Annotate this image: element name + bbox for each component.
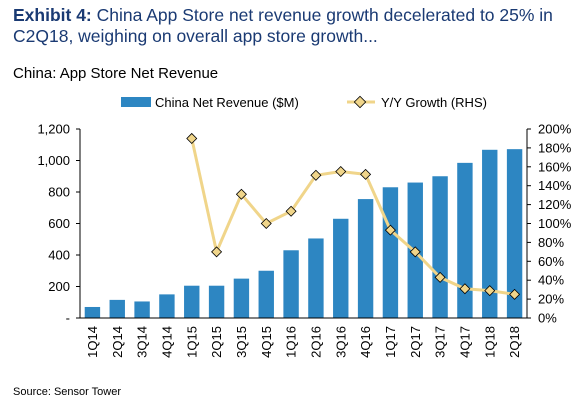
point-growth: [186, 132, 198, 144]
x-axis-tick-label: 4Q15: [259, 326, 274, 358]
bar-revenue: [84, 306, 101, 318]
bar-revenue: [208, 285, 225, 318]
point-growth: [285, 205, 297, 217]
right-axis-tick-label: 40%: [538, 273, 564, 288]
x-axis-tick-label: 2Q15: [209, 326, 224, 358]
right-axis-tick-label: 120%: [538, 197, 572, 212]
bar-revenue: [482, 149, 498, 318]
exhibit-title: Exhibit 4: China App Store net revenue g…: [13, 5, 583, 47]
left-axis-tick-label: 800: [48, 185, 70, 200]
x-axis-tick-label: 4Q14: [159, 326, 174, 358]
left-axis-tick-label: 200: [48, 279, 70, 294]
right-axis-tick-label: 20%: [538, 292, 564, 307]
x-axis-tick-label: 1Q17: [383, 326, 398, 358]
right-axis-tick-label: 60%: [538, 254, 564, 269]
legend-swatch-revenue: [121, 97, 151, 107]
right-axis-tick-label: 140%: [538, 178, 572, 193]
x-axis-tick-label: 2Q16: [308, 326, 323, 358]
point-growth: [310, 169, 322, 181]
bar-revenue: [233, 278, 250, 318]
point-growth: [335, 166, 347, 178]
x-axis-tick-label: 3Q14: [135, 326, 150, 358]
left-axis-tick-label: 600: [48, 216, 70, 231]
x-axis-tick-label: 4Q16: [358, 326, 373, 358]
left-axis-tick-label: -: [66, 311, 70, 326]
right-axis-tick-label: 0%: [538, 311, 557, 326]
point-growth: [260, 217, 272, 230]
bar-revenue: [308, 238, 324, 318]
bar-revenue: [283, 250, 299, 318]
legend-marker-growth: [353, 95, 367, 109]
point-growth: [409, 246, 421, 258]
right-axis-tick-label: 80%: [538, 235, 564, 250]
x-axis-tick-label: 3Q15: [234, 326, 249, 358]
point-growth: [360, 168, 372, 180]
left-axis-tick-label: 1,200: [37, 122, 70, 137]
x-axis-tick-label: 3Q17: [433, 326, 448, 358]
legend-label-growth: Y/Y Growth (RHS): [381, 95, 487, 110]
right-axis-tick-label: 180%: [538, 140, 572, 155]
x-axis-tick-label: 1Q18: [482, 326, 497, 358]
x-axis-tick-label: 3Q16: [333, 326, 348, 358]
line-growth: [190, 138, 515, 296]
point-growth: [211, 246, 223, 258]
x-axis-tick-label: 1Q14: [85, 326, 100, 358]
bar-revenue: [134, 301, 150, 318]
point-growth: [235, 188, 247, 200]
exhibit-label: Exhibit 4:: [13, 5, 92, 25]
bar-revenue: [506, 149, 523, 318]
point-growth: [434, 271, 446, 283]
left-axis-tick-label: 400: [48, 248, 70, 263]
x-axis-tick-label: 2Q18: [507, 326, 522, 358]
x-axis-tick-label: 2Q17: [408, 326, 423, 358]
point-growth: [484, 285, 496, 297]
bar-revenue: [432, 176, 448, 318]
bar-revenue: [333, 218, 349, 318]
bar-revenue: [258, 270, 274, 318]
legend-label-revenue: China Net Revenue ($M): [155, 95, 299, 110]
source-note: Source: Sensor Tower: [13, 386, 122, 398]
exhibit-title-text: China App Store net revenue growth decel…: [13, 5, 553, 46]
point-growth: [384, 224, 396, 236]
right-axis-tick-label: 100%: [538, 216, 572, 231]
x-axis-tick-label: 1Q16: [284, 326, 299, 358]
bar-revenue: [457, 162, 473, 318]
x-axis-tick-label: 1Q15: [184, 326, 199, 358]
x-axis-tick-label: 2Q14: [110, 326, 125, 358]
bar-revenue: [184, 285, 200, 318]
point-growth: [459, 283, 471, 295]
chart-title: China: App Store Net Revenue: [13, 65, 219, 82]
bar-revenue: [109, 299, 125, 318]
bar-revenue: [159, 294, 175, 318]
x-axis-tick-label: 4Q17: [457, 326, 472, 358]
left-axis-tick-label: 1,000: [37, 153, 70, 168]
point-growth: [509, 288, 521, 300]
bar-revenue: [382, 187, 399, 318]
right-axis-tick-label: 160%: [538, 159, 572, 174]
bar-revenue: [357, 199, 374, 318]
right-axis-tick-label: 200%: [538, 122, 572, 137]
